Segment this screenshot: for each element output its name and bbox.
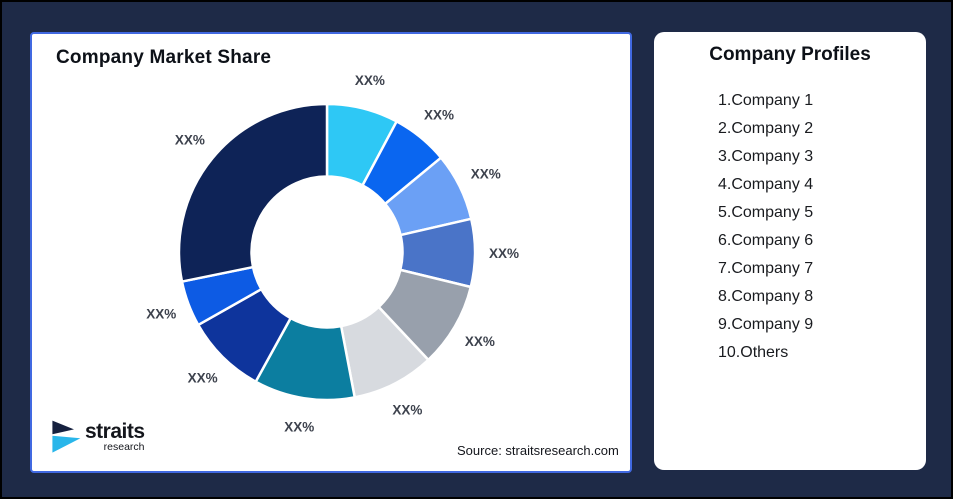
logo-brand-text: straits bbox=[85, 419, 145, 443]
segment-label: XX% bbox=[146, 307, 176, 322]
source-attribution: Source: straitsresearch.com bbox=[457, 443, 619, 458]
segment-label: XX% bbox=[489, 246, 519, 261]
donut-segment bbox=[177, 102, 329, 283]
list-item: 6.Company 6 bbox=[718, 232, 814, 249]
profiles-title: Company Profiles bbox=[709, 44, 871, 65]
chart-title: Company Market Share bbox=[56, 47, 272, 68]
straits-research-logo: straits research bbox=[50, 417, 145, 457]
segment-label: XX% bbox=[465, 334, 495, 349]
segment-label: XX% bbox=[471, 166, 501, 181]
list-item: 9.Company 9 bbox=[718, 316, 814, 333]
segment-label: XX% bbox=[355, 73, 385, 88]
segment-label: XX% bbox=[284, 420, 314, 435]
segment-label: XX% bbox=[424, 108, 454, 123]
straits-logo-icon bbox=[52, 420, 81, 453]
company-profiles-card: Company Profiles 1.Company 1 2.Company 2 3… bbox=[654, 32, 926, 470]
segment-label: XX% bbox=[175, 133, 205, 148]
market-share-card: XX% XX% XX% XX% XX% XX% XX% XX% XX% XX% Company M… bbox=[30, 32, 632, 473]
company-profiles-list: 1.Company 1 2.Company 2 3.Company 3 4.Compa… bbox=[654, 87, 926, 367]
list-item: 5.Company 5 bbox=[718, 204, 814, 221]
segment-label: XX% bbox=[392, 402, 422, 417]
logo-sub-text: research bbox=[103, 440, 145, 453]
segment-label: XX% bbox=[188, 371, 218, 386]
list-item: 2.Company 2 bbox=[718, 120, 814, 137]
list-item: 1.Company 1 bbox=[718, 92, 814, 109]
donut-chart: XX% XX% XX% XX% XX% XX% XX% XX% XX% XX% bbox=[146, 73, 519, 435]
list-item: 7.Company 7 bbox=[718, 260, 814, 277]
list-item: 8.Company 8 bbox=[718, 288, 814, 305]
list-item: 3.Company 3 bbox=[718, 148, 814, 165]
list-item: 4.Company 4 bbox=[718, 176, 814, 193]
list-item: 10.Others bbox=[718, 344, 789, 361]
logo-wordmark: straits research bbox=[85, 419, 145, 453]
